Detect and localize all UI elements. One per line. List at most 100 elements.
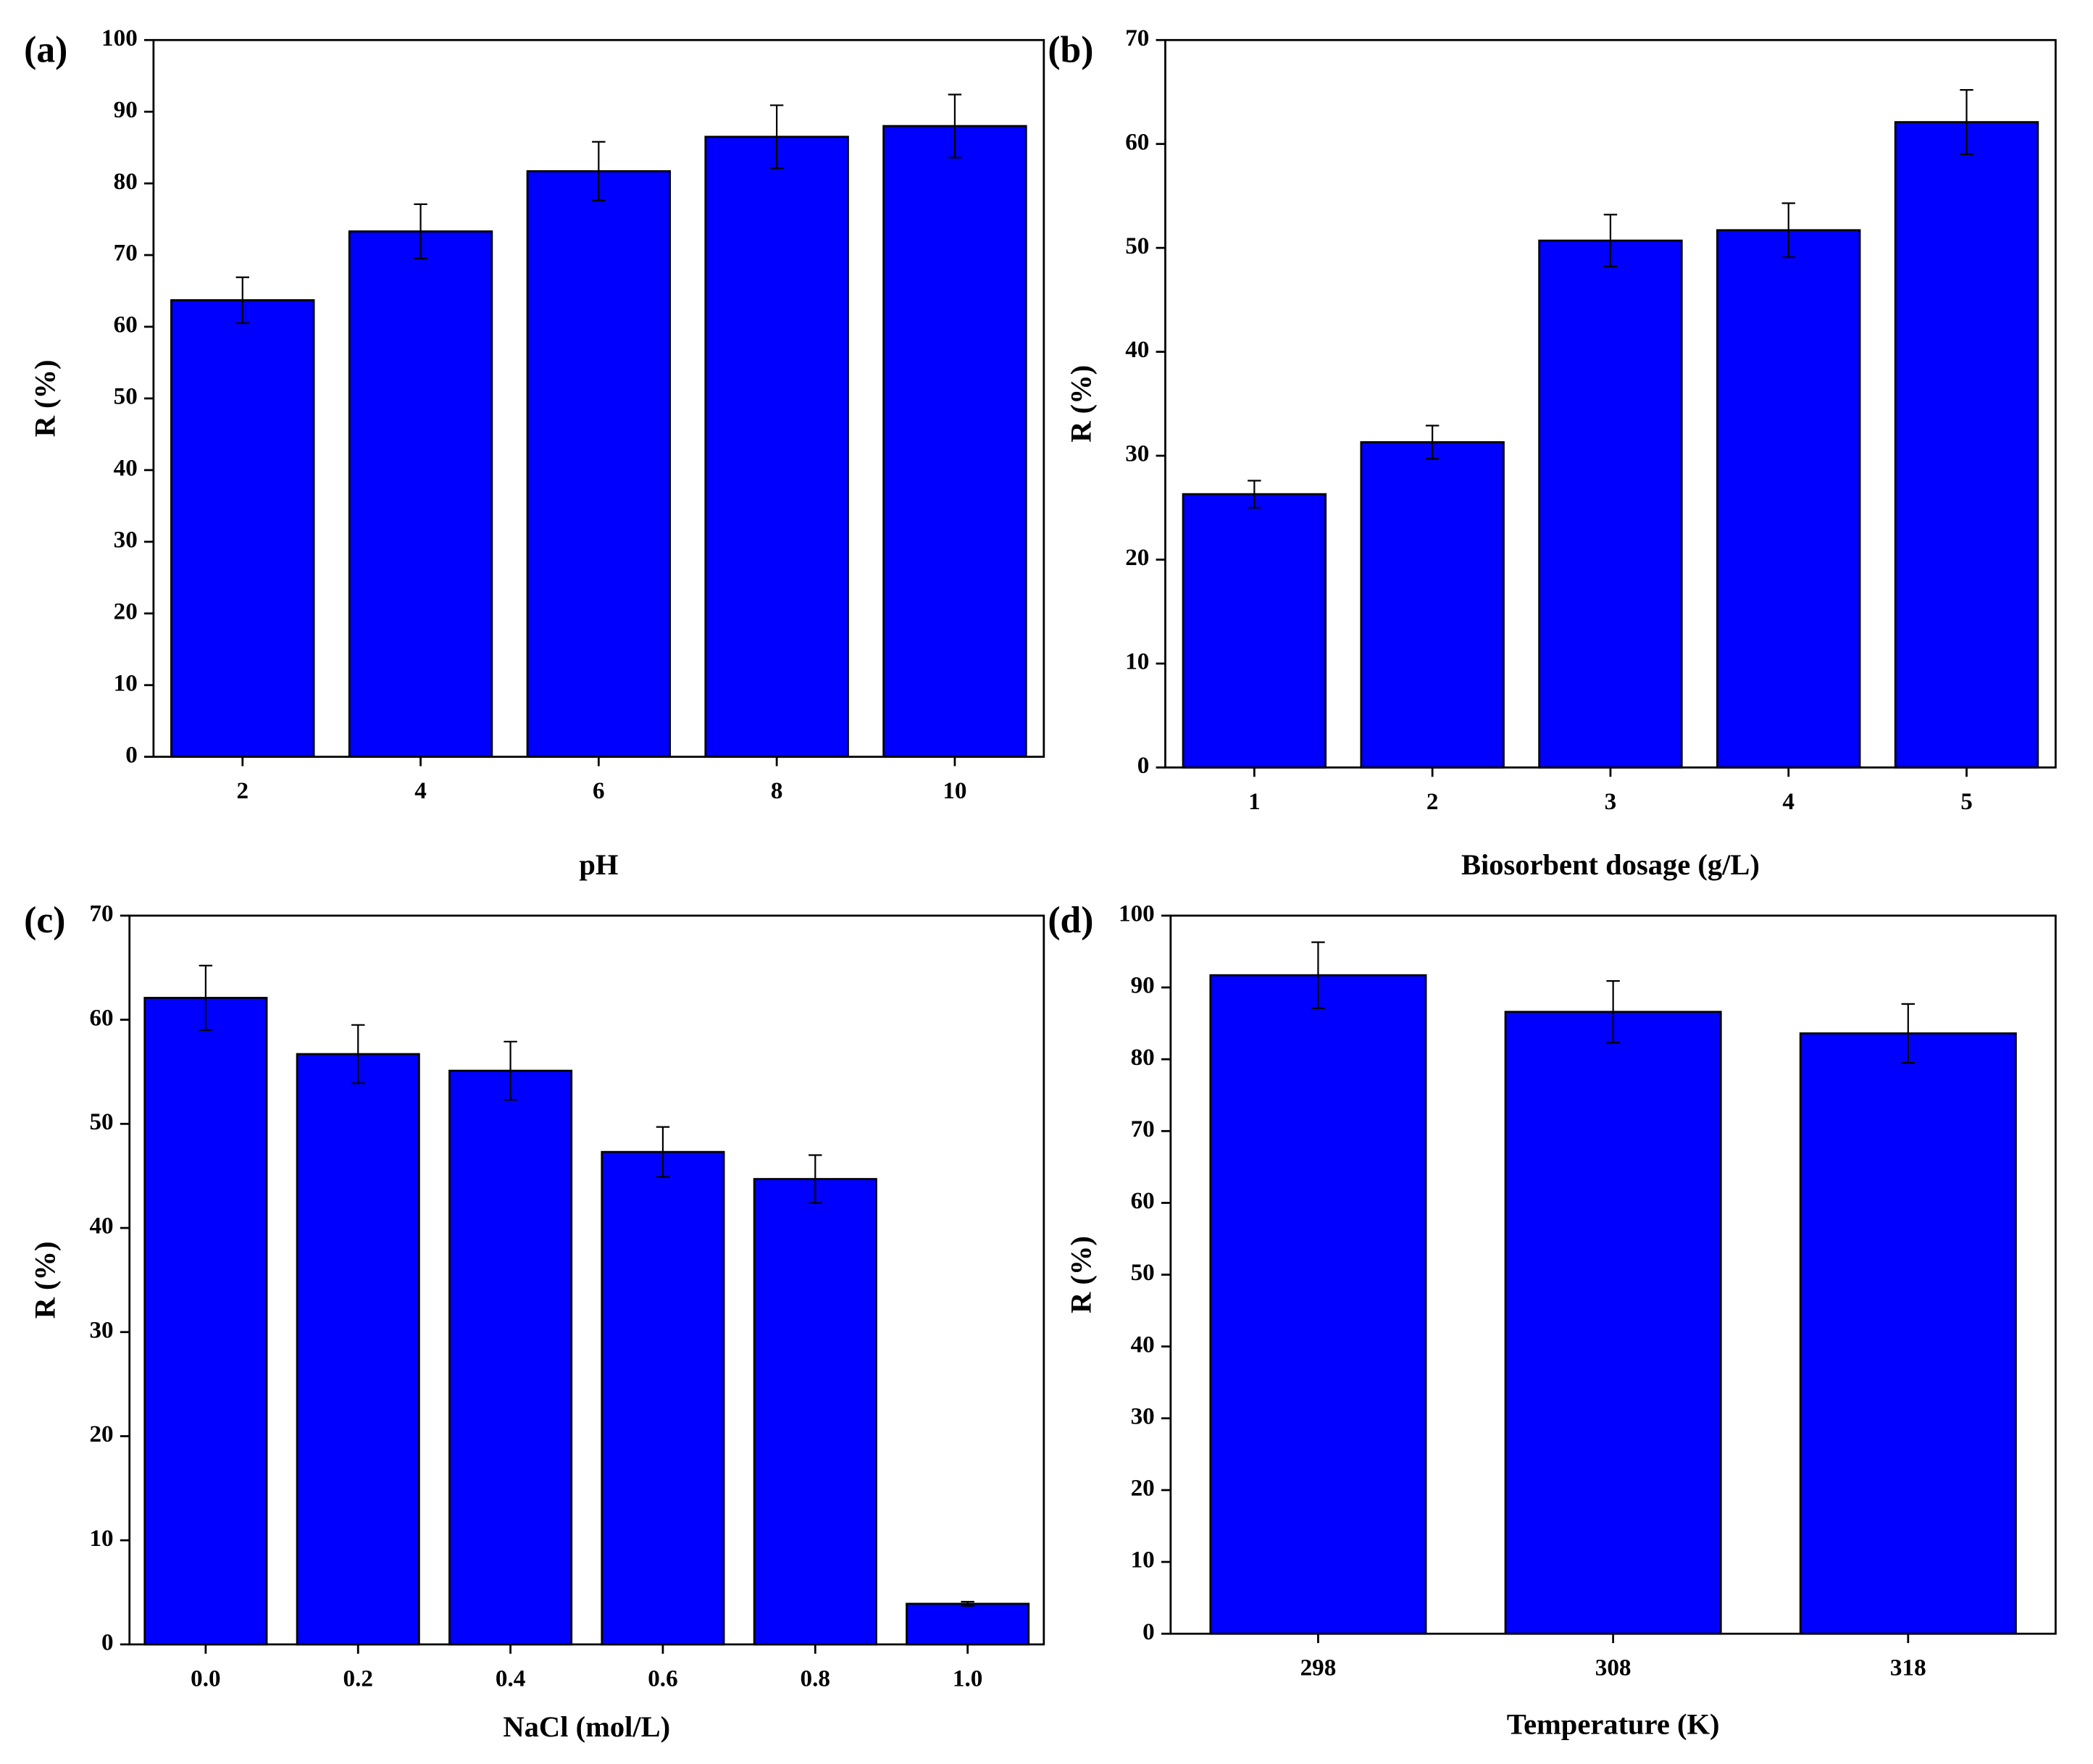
bar <box>348 230 493 758</box>
y-tick-label: 0 <box>1142 1618 1155 1645</box>
y-tick-label: 30 <box>1125 440 1149 467</box>
y-tick-label: 0 <box>1137 752 1150 779</box>
y-tick-label: 60 <box>89 1004 113 1031</box>
bar <box>170 299 315 758</box>
y-tick-label: 70 <box>1131 1116 1155 1142</box>
x-tick-label: 6 <box>593 777 605 804</box>
x-tick-label: 0.8 <box>801 1665 830 1692</box>
bar <box>882 125 1027 758</box>
y-tick-label: 40 <box>1125 336 1149 363</box>
y-tick-label: 100 <box>1119 900 1155 927</box>
bar <box>1894 121 2039 769</box>
error-bar <box>1603 214 1618 268</box>
bar <box>1182 493 1327 769</box>
error-bar <box>1425 425 1440 460</box>
bar <box>143 997 268 1646</box>
x-tick-label: 0.2 <box>343 1665 373 1692</box>
y-tick-label: 10 <box>1131 1547 1155 1573</box>
bar <box>601 1150 725 1646</box>
error-bar <box>592 141 606 202</box>
plot-frame <box>1169 914 2057 1635</box>
y-tick-label: 80 <box>114 168 138 195</box>
error-bar <box>1606 980 1620 1044</box>
x-tick-label: 4 <box>1782 788 1795 815</box>
x-tick-label: 4 <box>414 777 427 804</box>
error-bar <box>1901 1003 1916 1064</box>
y-tick-label: 90 <box>1131 972 1155 999</box>
error-bar <box>199 964 213 1032</box>
y-tick-label: 70 <box>114 240 138 267</box>
bar <box>1799 1032 2017 1635</box>
panel-label: (b) <box>1048 30 1093 71</box>
x-tick-label: 318 <box>1890 1655 1926 1681</box>
error-bar <box>1960 89 1973 156</box>
plot-frame <box>152 38 1045 758</box>
bar <box>1504 1011 1722 1635</box>
panel-label: (c) <box>24 900 65 941</box>
y-tick-label: 50 <box>1131 1259 1155 1286</box>
plot-frame <box>1164 38 2057 769</box>
y-tick-label: 0 <box>101 1629 114 1656</box>
x-axis-label: Temperature (K) <box>1507 1707 1720 1740</box>
y-tick-label: 20 <box>1125 544 1149 571</box>
x-tick-label: 8 <box>771 777 783 804</box>
x-tick-label: 2 <box>1426 788 1439 815</box>
x-tick-label: 1.0 <box>953 1665 982 1692</box>
x-tick-label: 1 <box>1248 788 1261 815</box>
y-tick-label: 70 <box>1125 25 1149 51</box>
y-axis-label: R (%) <box>1064 1236 1097 1313</box>
error-bar <box>1311 941 1325 1009</box>
error-bar <box>656 1126 670 1178</box>
y-tick-label: 10 <box>114 669 138 696</box>
error-bar <box>809 1154 822 1204</box>
error-bar <box>769 104 784 170</box>
bar <box>296 1053 420 1646</box>
bar <box>906 1602 1030 1646</box>
x-tick-label: 298 <box>1300 1655 1337 1681</box>
bar <box>1209 974 1427 1635</box>
plot-frame <box>128 914 1045 1646</box>
error-bar <box>948 93 962 159</box>
error-bar <box>1248 480 1261 509</box>
y-tick-label: 60 <box>1131 1187 1155 1214</box>
y-tick-label: 60 <box>114 312 138 338</box>
y-tick-label: 30 <box>1131 1403 1155 1429</box>
y-tick-label: 20 <box>89 1421 113 1447</box>
y-tick-label: 20 <box>1131 1475 1155 1502</box>
error-bar <box>504 1040 517 1101</box>
y-axis-label: R (%) <box>29 1241 62 1318</box>
y-tick-label: 10 <box>1125 648 1149 675</box>
bar <box>1716 229 1861 769</box>
bar <box>526 170 672 758</box>
y-tick-label: 40 <box>114 455 138 482</box>
x-axis-label: pH <box>579 848 618 881</box>
x-axis-label: Biosorbent dosage (g/L) <box>1461 848 1760 881</box>
x-tick-label: 10 <box>943 777 966 804</box>
bar <box>1538 239 1683 769</box>
x-tick-label: 2 <box>236 777 248 804</box>
y-tick-label: 80 <box>1131 1044 1155 1071</box>
y-tick-label: 40 <box>89 1213 113 1240</box>
x-tick-label: 3 <box>1605 788 1617 815</box>
bar <box>704 135 849 758</box>
bar <box>448 1069 573 1646</box>
panel-label: (a) <box>24 30 67 71</box>
y-axis-label: R (%) <box>1064 365 1097 443</box>
y-tick-label: 70 <box>89 900 113 927</box>
x-tick-label: 0.4 <box>496 1665 525 1692</box>
x-tick-label: 0.6 <box>648 1665 677 1692</box>
bar <box>1360 441 1505 769</box>
x-tick-label: 0.0 <box>191 1665 220 1692</box>
error-bar <box>961 1600 974 1607</box>
y-tick-label: 60 <box>1125 128 1149 155</box>
y-tick-label: 0 <box>125 741 138 768</box>
error-bar <box>351 1024 365 1084</box>
panel-label: (d) <box>1048 900 1093 941</box>
y-tick-label: 50 <box>1125 233 1149 259</box>
y-tick-label: 30 <box>89 1316 113 1343</box>
y-axis-label: R (%) <box>29 360 62 438</box>
y-tick-label: 10 <box>89 1525 113 1552</box>
y-tick-label: 100 <box>101 25 138 51</box>
y-tick-label: 90 <box>114 96 138 123</box>
